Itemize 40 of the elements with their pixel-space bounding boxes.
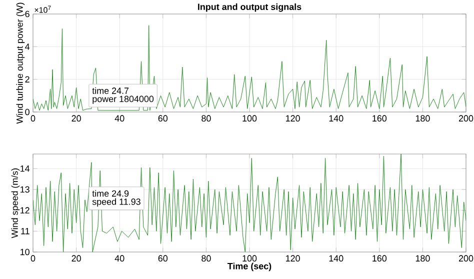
- chart-title: Input and output signals: [198, 3, 302, 12]
- x-tick-label: 40: [114, 115, 124, 122]
- y-tick-label: 2: [25, 76, 30, 82]
- annotation: time 24.9: [92, 190, 129, 197]
- x-tick-label: 100: [242, 115, 257, 122]
- x-tick-label: 160: [372, 115, 387, 122]
- x-tick-label: 80: [202, 255, 211, 262]
- y-tick-label: 14: [20, 166, 30, 172]
- x-tick-label: 80: [202, 115, 211, 122]
- y-axis-title: Wind turbine output power (W): [16, 2, 25, 124]
- x-tick-label: 60: [158, 115, 168, 122]
- annotation: speed 11.93: [92, 198, 140, 207]
- annotation: time 24.7: [92, 87, 129, 94]
- x-tick-label: 0: [30, 115, 36, 122]
- x-tick-label: 20: [72, 115, 81, 122]
- line-series: [33, 154, 466, 252]
- x-tick-label: 200: [458, 255, 474, 262]
- y-tick-label: 6: [25, 10, 30, 18]
- x-tick-label: 180: [416, 255, 430, 262]
- y-tick-label: 13: [20, 186, 30, 193]
- y-tick-label: 12: [20, 207, 30, 214]
- x-tick-label: 100: [242, 255, 257, 262]
- x-tick-label: 160: [372, 255, 387, 262]
- y-tick-label: 10: [20, 248, 30, 256]
- x-tick-label: 40: [114, 255, 124, 262]
- x-axis-title: Time (sec): [228, 262, 272, 272]
- x-tick-label: 140: [329, 115, 344, 122]
- x-tick-label: 60: [158, 255, 168, 262]
- x-tick-label: 0: [30, 255, 36, 262]
- annotation: power 1804000: [92, 96, 154, 104]
- x-tick-label: 200: [458, 115, 474, 122]
- y-tick-label: 11: [21, 228, 30, 234]
- x-tick-label: 120: [286, 115, 300, 122]
- x-tick-label: 180: [416, 115, 430, 122]
- x-tick-label: 20: [72, 255, 81, 262]
- y-axis-title: Wind speed (m/s): [11, 168, 20, 238]
- y-tick-label: 4: [25, 44, 30, 50]
- y-tick-label: 0: [25, 108, 30, 116]
- x-tick-label: 140: [329, 255, 344, 262]
- x-tick-label: 120: [286, 255, 300, 262]
